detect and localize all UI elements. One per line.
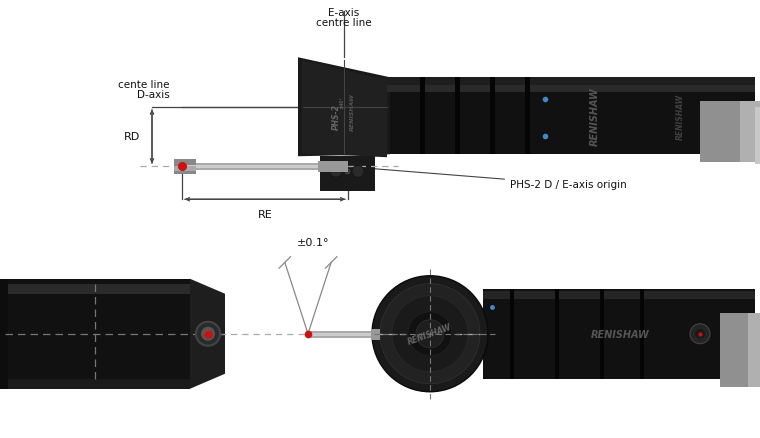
Text: RENISHAW: RENISHAW xyxy=(676,93,685,139)
Circle shape xyxy=(201,327,215,341)
Polygon shape xyxy=(302,61,387,158)
Text: RD: RD xyxy=(124,132,140,142)
Circle shape xyxy=(352,166,364,178)
Circle shape xyxy=(695,329,705,339)
Polygon shape xyxy=(190,279,225,389)
Bar xyxy=(483,289,755,379)
Bar xyxy=(420,78,425,155)
Bar xyxy=(358,85,755,93)
Polygon shape xyxy=(298,58,390,157)
Text: RENISHAW: RENISHAW xyxy=(591,329,649,339)
Bar xyxy=(311,333,371,336)
Bar xyxy=(187,166,348,169)
Bar xyxy=(640,289,644,379)
Text: cente line: cente line xyxy=(119,80,170,89)
Bar xyxy=(0,284,190,294)
Circle shape xyxy=(416,320,444,348)
Bar xyxy=(600,289,604,379)
Bar xyxy=(525,78,530,155)
Bar xyxy=(748,313,760,387)
Bar xyxy=(187,164,348,171)
Text: PHS-2 D / E-axis origin: PHS-2 D / E-axis origin xyxy=(346,167,627,190)
Bar xyxy=(510,289,514,379)
Text: RENISHAW: RENISHAW xyxy=(407,322,453,346)
Text: D-axis: D-axis xyxy=(138,89,170,99)
Bar xyxy=(720,313,760,387)
Bar xyxy=(0,279,8,389)
Bar xyxy=(174,167,196,172)
Text: centre line: centre line xyxy=(316,18,372,28)
Bar xyxy=(311,331,371,338)
Bar xyxy=(0,279,190,389)
Text: PHS-2: PHS-2 xyxy=(331,103,340,129)
Bar xyxy=(700,102,760,163)
Circle shape xyxy=(690,324,710,344)
Text: ±0.1°: ±0.1° xyxy=(296,237,329,247)
Text: E-axis: E-axis xyxy=(328,8,359,18)
Bar xyxy=(371,329,380,340)
Text: RENISHAW: RENISHAW xyxy=(350,92,354,131)
Circle shape xyxy=(392,296,468,372)
Text: ±40°: ±40° xyxy=(340,96,344,109)
Bar xyxy=(555,289,559,379)
Bar xyxy=(740,102,760,163)
Bar xyxy=(490,78,495,155)
Bar xyxy=(174,160,196,175)
Circle shape xyxy=(372,276,488,392)
Circle shape xyxy=(330,166,342,178)
Circle shape xyxy=(380,284,480,384)
Polygon shape xyxy=(320,157,375,192)
Bar xyxy=(358,78,755,155)
Bar xyxy=(455,78,460,155)
Bar xyxy=(483,291,755,299)
Bar xyxy=(0,379,190,389)
Circle shape xyxy=(408,312,452,356)
Text: RE: RE xyxy=(258,210,272,220)
Bar xyxy=(358,78,755,86)
Circle shape xyxy=(204,331,211,338)
Bar xyxy=(318,162,348,173)
Bar xyxy=(755,108,760,165)
Circle shape xyxy=(196,322,220,346)
Text: RENISHAW: RENISHAW xyxy=(590,87,600,146)
